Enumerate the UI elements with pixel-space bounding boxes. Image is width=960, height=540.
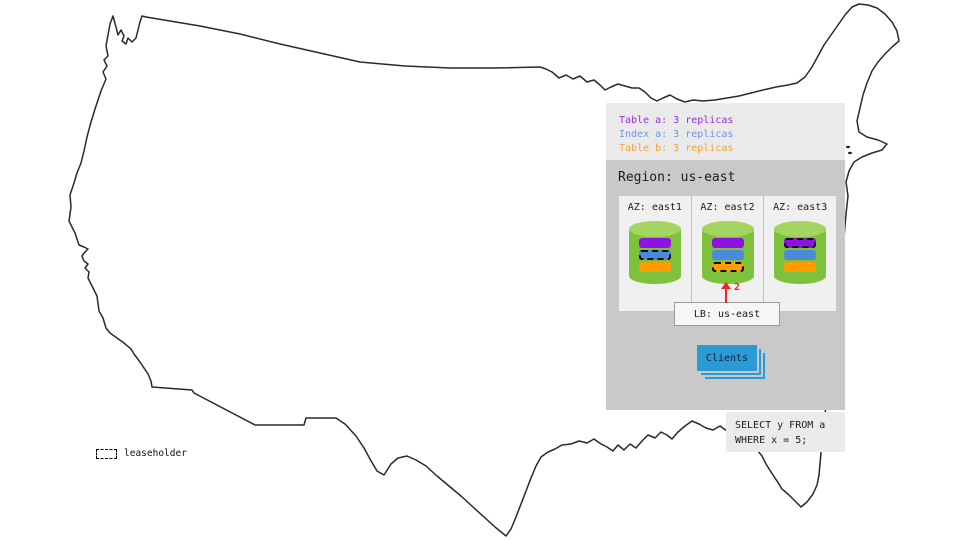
clients-label: Clients <box>705 352 749 364</box>
region-title: Region: us-east <box>618 170 736 185</box>
replica-bars <box>784 238 817 274</box>
database-cylinder-icon <box>628 221 681 284</box>
replica-index-a <box>784 250 817 260</box>
cylinder-part <box>701 221 754 237</box>
load-balancer-box: LB: us-east <box>674 302 780 326</box>
legend-table-b: Table b: 3 replicas <box>619 143 734 154</box>
replica-table-a-leaseholder <box>784 238 817 248</box>
island-dot <box>848 151 852 155</box>
replica-legend: Table a: 3 replicas Index a: 3 replicas … <box>606 103 845 160</box>
replica-index-a <box>711 250 744 260</box>
cylinder-part <box>774 221 827 237</box>
replica-index-a-leaseholder <box>638 250 671 260</box>
legend-table-a: Table a: 3 replicas <box>619 115 734 126</box>
request-arrow-icon <box>725 289 727 303</box>
replication-panel: Table a: 3 replicas Index a: 3 replicas … <box>606 103 845 410</box>
leaseholder-swatch-icon <box>96 448 117 459</box>
cylinder-part <box>774 268 827 284</box>
replica-table-b <box>784 262 817 272</box>
database-cylinder-icon <box>774 221 827 284</box>
az-column: AZ: east1 <box>619 196 691 311</box>
replica-bars <box>638 238 671 274</box>
replica-table-b-leaseholder <box>711 262 744 272</box>
az-container: AZ: east1 AZ: east2 AZ: east3 <box>619 196 836 311</box>
replica-table-a <box>711 238 744 248</box>
az-column: AZ: east2 <box>690 196 764 311</box>
request-arrow-head-icon <box>721 282 731 289</box>
az-label: AZ: east1 <box>627 202 682 213</box>
clients-card-front: Clients <box>695 343 759 373</box>
cylinder-part <box>628 221 681 237</box>
database-cylinder-icon <box>701 221 754 284</box>
az-label: AZ: east3 <box>773 202 828 213</box>
lb-label: LB: us-east <box>693 308 761 320</box>
clients-stack: Clients <box>695 343 767 381</box>
sql-line-2: WHERE x = 5; <box>735 435 808 446</box>
az-label: AZ: east2 <box>700 202 755 213</box>
cylinder-part <box>701 268 754 284</box>
replica-table-b <box>638 262 671 272</box>
legend-index-a: Index a: 3 replicas <box>619 129 734 140</box>
region-box: Region: us-east AZ: east1 AZ: east2 AZ: ea… <box>606 160 845 410</box>
replica-bars <box>711 238 744 274</box>
replica-table-a <box>638 238 671 248</box>
island-dot <box>846 145 850 149</box>
az-column: AZ: east3 <box>763 196 836 311</box>
sql-line-1: SELECT y FROM a <box>735 420 826 431</box>
cylinder-part <box>628 268 681 284</box>
request-arrow-label: 2 <box>734 282 741 293</box>
leaseholder-label: leaseholder <box>124 448 187 459</box>
leaseholder-legend: leaseholder <box>96 448 187 459</box>
sql-query-box: SELECT y FROM a WHERE x = 5; <box>726 412 845 452</box>
